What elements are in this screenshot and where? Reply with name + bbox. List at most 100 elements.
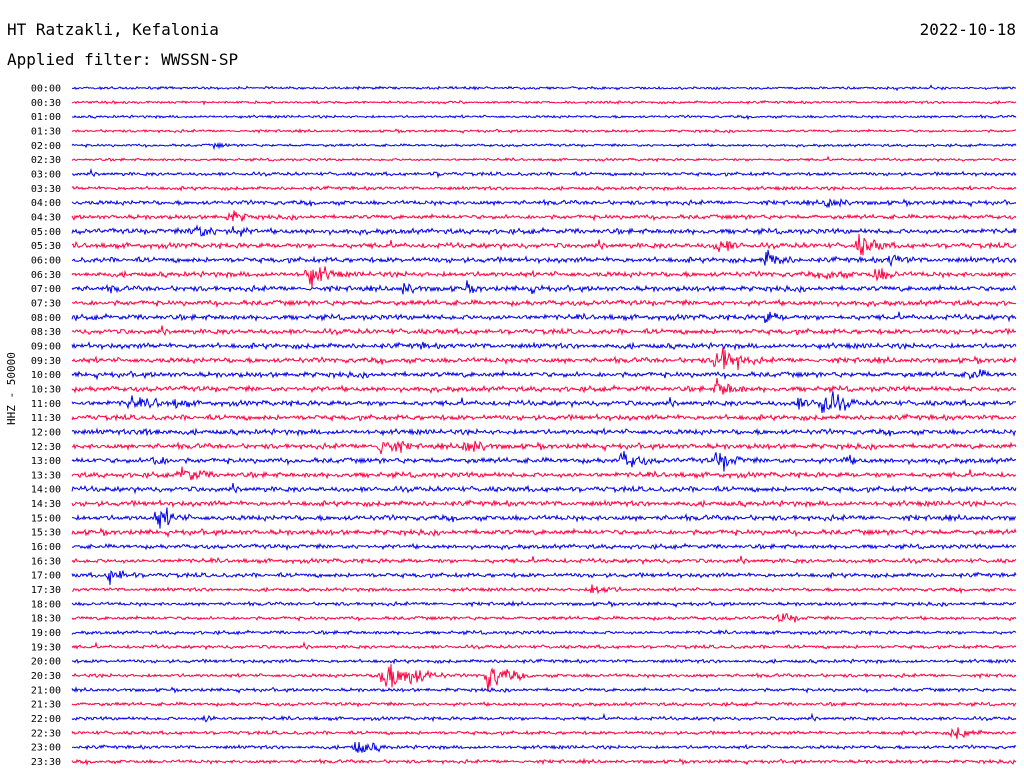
row-time-label: 23:30: [31, 757, 61, 768]
row-time-label: 07:30: [31, 298, 61, 309]
seismic-trace: [71, 542, 1017, 552]
row-time-label: 16:00: [31, 542, 61, 553]
row-time-label: 18:30: [31, 614, 61, 625]
row-time-label: 22:00: [31, 714, 61, 725]
row-time-label: 21:30: [31, 700, 61, 711]
seismic-trace: [71, 727, 1017, 740]
seismic-trace: [71, 483, 1017, 495]
seismic-trace: [71, 555, 1017, 566]
seismic-trace: [71, 114, 1017, 121]
seismic-trace: [71, 377, 1017, 395]
seismic-trace: [71, 311, 1017, 324]
seismic-trace: [71, 412, 1017, 423]
row-time-label: 20:30: [31, 671, 61, 682]
row-time-label: 05:00: [31, 227, 61, 238]
seismic-trace: [71, 341, 1017, 351]
row-time-label: 06:30: [31, 270, 61, 281]
seismic-trace: [71, 347, 1017, 370]
seismic-trace: [71, 128, 1016, 135]
row-time-label: 19:00: [31, 628, 61, 639]
seismic-trace: [71, 584, 1017, 595]
row-time-label: 15:30: [31, 528, 61, 539]
row-time-label: 14:30: [31, 499, 61, 510]
seismic-trace: [71, 210, 1017, 222]
seismic-trace: [71, 700, 1017, 708]
row-time-label: 10:30: [31, 384, 61, 395]
seismic-trace: [71, 640, 1017, 651]
row-time-label: 01:30: [31, 126, 61, 137]
seismic-trace: [71, 99, 1017, 106]
seismic-trace: [71, 498, 1017, 509]
seismic-trace: [71, 141, 1017, 151]
row-time-label: 03:00: [31, 169, 61, 180]
row-time-label: 17:30: [31, 585, 61, 596]
seismic-trace: [71, 570, 1017, 585]
seismic-trace: [71, 657, 1017, 665]
seismic-trace: [71, 466, 1017, 481]
seismic-trace: [71, 155, 1017, 163]
filter-label: Applied filter: WWSSN-SP: [7, 50, 239, 69]
seismic-trace: [71, 712, 1017, 723]
seismic-trace: [71, 613, 1017, 623]
row-time-label: 11:30: [31, 413, 61, 424]
seismic-trace: [71, 685, 1017, 694]
date-label: 2022-10-18: [919, 20, 1016, 39]
row-time-label: 21:00: [31, 685, 61, 696]
row-time-label: 12:30: [31, 442, 61, 453]
seismic-trace: [71, 167, 1017, 179]
row-time-label: 13:30: [31, 470, 61, 481]
seismic-trace: [71, 527, 1017, 539]
row-time-label: 02:00: [31, 141, 61, 152]
seismic-trace: [71, 233, 1017, 256]
row-time-label: 08:30: [31, 327, 61, 338]
seismic-trace: [71, 298, 1017, 309]
row-time-label: 05:30: [31, 241, 61, 252]
seismic-trace: [71, 391, 1016, 414]
seismic-trace: [71, 266, 1017, 289]
seismic-trace: [71, 184, 1017, 192]
seismic-trace: [71, 600, 1017, 608]
row-time-label: 02:30: [31, 155, 61, 166]
row-time-label: 07:00: [31, 284, 61, 295]
row-time-label: 03:30: [31, 184, 61, 195]
row-time-label: 13:00: [31, 456, 61, 467]
row-time-label: 15:00: [31, 513, 61, 524]
seismic-trace: [71, 280, 1017, 295]
seismic-trace: [71, 757, 1017, 767]
seismic-trace: [71, 664, 1017, 692]
seismic-trace: [71, 451, 1017, 472]
row-time-label: 14:00: [31, 485, 61, 496]
seismic-trace: [71, 369, 1017, 381]
seismic-trace: [71, 629, 1017, 637]
row-time-label: 04:30: [31, 212, 61, 223]
row-time-label: 10:00: [31, 370, 61, 381]
row-time-label: 06:00: [31, 255, 61, 266]
row-time-label: 09:30: [31, 356, 61, 367]
row-time-label: 00:30: [31, 98, 61, 109]
seismic-trace: [71, 427, 1017, 437]
row-time-label: 20:00: [31, 657, 61, 668]
row-time-label: 04:00: [31, 198, 61, 209]
row-time-label: 16:30: [31, 556, 61, 567]
row-time-label: 17:00: [31, 571, 61, 582]
seismic-trace: [71, 249, 1017, 268]
row-time-label: 00:00: [31, 84, 61, 95]
row-time-label: 18:00: [31, 599, 61, 610]
seismic-trace: [71, 507, 1017, 529]
station-title: HT Ratzakli, Kefalonia: [7, 20, 219, 39]
seismic-trace: [71, 440, 1017, 455]
seismic-trace: [71, 84, 1017, 92]
row-time-label: 11:00: [31, 399, 61, 410]
row-time-label: 19:30: [31, 642, 61, 653]
seismic-trace: [71, 742, 1017, 753]
row-time-label: 09:00: [31, 341, 61, 352]
seismic-trace: [71, 224, 1017, 237]
seismic-trace: [71, 198, 1017, 209]
row-time-label: 08:00: [31, 313, 61, 324]
row-time-label: 12:00: [31, 427, 61, 438]
row-time-label: 01:00: [31, 112, 61, 123]
row-time-label: 22:30: [31, 728, 61, 739]
seismic-trace: [71, 325, 1017, 337]
row-time-label: 23:00: [31, 743, 61, 754]
